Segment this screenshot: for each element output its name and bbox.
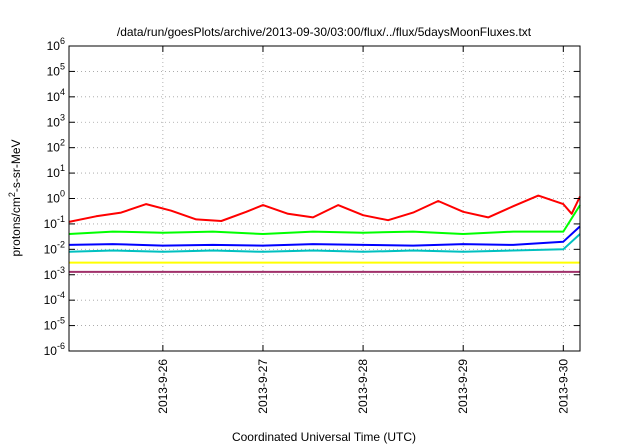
x-tick-label: 2013-9-28 [356,359,370,414]
y-tick-label: 104 [47,87,65,104]
y-tick-label: 100 [47,189,65,206]
series-line-1 [68,194,581,223]
y-tick-label: 103 [47,112,65,129]
y-tick-exponent: 2 [60,138,65,148]
series-line-4 [68,233,581,253]
chart-title: /data/run/goesPlots/archive/2013-09-30/0… [117,25,532,39]
y-axis-label-rest: -s-sr-MeV [9,139,23,192]
y-tick-base: 10 [47,64,61,78]
y-tick-exponent: 0 [60,189,65,199]
x-tick-labels: 2013-9-26 2013-9-27 2013-9-28 2013-9-29 2013… [156,359,570,414]
y-tick-exponent: -6 [57,341,65,351]
y-tick-exponent: 5 [60,61,65,71]
y-tick-base: 10 [44,319,58,333]
y-tick-exponent: 4 [60,87,65,97]
y-tick-exponent: 1 [60,163,65,173]
x-axis-label: Coordinated Universal Time (UTC) [232,430,416,444]
y-tick-base: 10 [44,293,58,307]
y-tick-base: 10 [44,344,58,358]
y-tick-label: 10-2 [44,239,65,256]
y-tick-label: 10-5 [44,316,65,333]
y-tick-base: 10 [44,268,58,282]
y-tick-label: 106 [47,36,65,53]
y-tick-base: 10 [47,39,61,53]
y-tick-label: 10-3 [44,265,65,282]
y-tick-label: 105 [47,61,65,78]
y-tick-labels: 10-610-510-410-310-210-11001011021031041… [44,36,65,358]
x-tick-label: 2013-9-27 [256,359,270,414]
y-tick-exponent: -4 [57,290,65,300]
y-tick-label: 10-1 [44,214,65,231]
x-tick-label: 2013-9-26 [156,359,170,414]
y-tick-exponent: -3 [57,265,65,275]
y-tick-exponent: 6 [60,36,65,46]
grid [69,46,580,351]
y-tick-label: 10-6 [44,341,65,358]
y-tick-exponent: -5 [57,316,65,326]
y-tick-exponent: 3 [60,112,65,122]
series-group [68,194,581,273]
y-tick-base: 10 [44,217,58,231]
x-tick-label: 2013-9-30 [556,359,570,414]
y-tick-label: 101 [47,163,65,180]
y-tick-exponent: -2 [57,239,65,249]
y-tick-label: 102 [47,138,65,155]
y-tick-base: 10 [47,115,61,129]
y-tick-base: 10 [47,90,61,104]
y-tick-base: 10 [47,192,61,206]
series-line-3 [68,225,581,247]
y-tick-base: 10 [47,166,61,180]
y-tick-base: 10 [44,242,58,256]
y-axis-label-sup: 2 [7,192,17,197]
ticks [69,45,580,352]
series-line-2 [68,204,581,235]
x-tick-label: 2013-9-29 [456,359,470,414]
y-tick-base: 10 [47,141,61,155]
y-tick-label: 10-4 [44,290,65,307]
y-axis-label-base: protons/cm [9,197,23,256]
y-tick-exponent: -1 [57,214,65,224]
y-axis-label: protons/cm2-s-sr-MeV [7,139,23,256]
